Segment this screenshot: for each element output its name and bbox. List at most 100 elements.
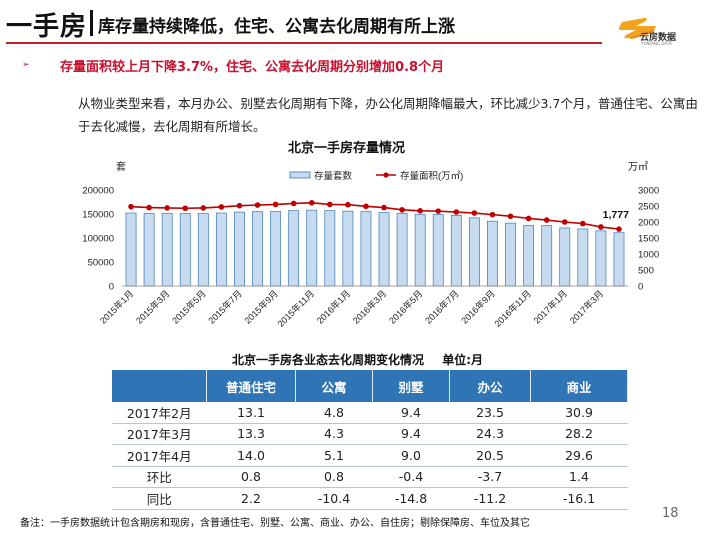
line-point [399, 207, 405, 213]
line-point [327, 201, 333, 208]
table-cell: 28.2 [530, 423, 628, 445]
x-tick-label: 2017年1月 [531, 288, 569, 326]
line-point [308, 200, 315, 206]
chart-title: 北京一手房存量情况 [288, 141, 406, 156]
right-tick-label: 1500 [638, 234, 659, 245]
table-header-cell: 办公 [449, 370, 531, 402]
logo-subtext: YUNFANG DATA [641, 41, 672, 46]
bar-stock-units [306, 209, 318, 287]
footnote: 备注：一手房数据统计包含期房和现房，含普通住宅、别墅、公寓、商业、办公、自住房；… [20, 518, 530, 529]
x-tick-label: 2015年3月 [133, 288, 171, 326]
title-divider [90, 10, 93, 36]
table-cell: 14.0 [206, 444, 296, 467]
line-point [580, 220, 586, 227]
bar-stock-units [270, 211, 282, 287]
row-label: 环比 [112, 466, 207, 488]
bar-stock-units [125, 212, 137, 287]
legend-label-line: 存量面积(万㎡) [400, 170, 463, 182]
bar-stock-units [396, 213, 408, 287]
right-tick-label: 2500 [638, 202, 659, 213]
table-cell: 13.1 [206, 402, 296, 424]
table-cell: 0.8 [295, 466, 373, 488]
bar-stock-units [215, 212, 227, 287]
page-subtitle: 库存量持续降低，住宅、公寓去化周期有所上涨 [98, 17, 455, 37]
table-cell: 2.2 [206, 487, 296, 510]
left-tick-label: 100000 [82, 234, 114, 245]
table-cell: 5.1 [295, 444, 373, 467]
left-tick-label: 0 [109, 282, 114, 293]
bar-stock-units [613, 232, 625, 287]
x-tick-label: 2016年1月 [314, 288, 352, 326]
line-point [381, 204, 387, 211]
table-cell: -10.4 [295, 487, 373, 510]
logo-icon [618, 17, 656, 39]
legend-marker-line [383, 172, 389, 178]
header-rule [6, 42, 602, 44]
left-tick-label: 200000 [82, 186, 114, 197]
last-value-label: 1,777 [603, 209, 629, 221]
bullet-arrow-icon: ➢ [22, 60, 30, 70]
table-row: 2017年2月 13.1 4.8 9.4 23.5 30.9 [112, 402, 628, 424]
line-point [272, 201, 279, 208]
x-tick-label: 2015年7月 [206, 288, 244, 326]
x-tick-label: 2016年9月 [459, 288, 497, 326]
analysis-paragraph: 从物业类型来看，本月办公、别墅去化周期有下降，办公化周期降幅最大，环比减少3.7… [78, 96, 698, 134]
x-tick-label: 2015年9月 [242, 288, 280, 326]
line-point [290, 200, 297, 207]
right-tick-label: 1000 [638, 250, 659, 261]
table-cell: -14.8 [372, 487, 450, 510]
bar-stock-units [252, 211, 263, 287]
table-cell: -0.4 [372, 466, 450, 488]
bar-stock-units [342, 210, 354, 287]
x-tick-label: 2016年11月 [492, 288, 533, 329]
table-cell: 4.8 [295, 402, 373, 424]
bar-stock-units [324, 210, 336, 287]
row-label: 2017年4月 [112, 444, 207, 467]
line-point [200, 205, 207, 211]
right-tick-label: 0 [638, 282, 643, 293]
line-point [598, 224, 604, 230]
table-row: 2017年4月 14.0 5.1 9.0 20.5 29.6 [112, 444, 628, 467]
table-row: 环比 0.8 0.8 -0.4 -3.7 1.4 [112, 466, 628, 488]
bar-stock-units [161, 212, 173, 287]
line-point [182, 205, 189, 212]
table-unit: 单位:月 [442, 353, 484, 367]
bar-stock-units [487, 220, 498, 287]
table-cell: 20.5 [449, 444, 531, 467]
line-point [128, 203, 134, 210]
table-cell: 1.4 [530, 466, 628, 488]
line-point [453, 209, 460, 215]
x-tick-label: 2016年5月 [386, 288, 424, 326]
line-point [616, 226, 622, 232]
table-cell: 9.4 [372, 423, 450, 445]
left-tick-label: 50000 [88, 258, 114, 269]
table-header-row: 普通住宅 公寓 别墅 办公 商业 [112, 370, 628, 402]
line-point [525, 215, 532, 222]
line-point [164, 205, 170, 211]
bar-stock-units [595, 230, 607, 287]
bar-stock-units [288, 210, 300, 287]
legend-swatch-bar [289, 171, 311, 179]
bar-stock-units [234, 211, 245, 287]
table-cell: 4.3 [295, 423, 373, 445]
x-tick-label: 2015年11月 [275, 288, 316, 329]
row-label: 同比 [112, 487, 207, 510]
left-axis-unit: 套 [116, 160, 126, 173]
line-point [345, 201, 351, 208]
bar-stock-units [414, 214, 426, 287]
bar-stock-units [577, 228, 589, 287]
table-cell: 0.8 [206, 466, 296, 488]
x-tick-label: 2017年3月 [567, 288, 605, 326]
table-title-text: 北京一手房各业态去化周期变化情况 [232, 353, 425, 367]
row-label: 2017年3月 [112, 423, 207, 445]
destock-table: 普通住宅 公寓 别墅 办公 商业 2017年2月 13.1 4.8 9.4 23… [112, 370, 628, 510]
table-cell: -16.1 [530, 487, 628, 510]
table-cell: 29.6 [530, 444, 628, 467]
x-tick-label: 2015年5月 [170, 288, 208, 326]
bar-stock-units [468, 217, 480, 287]
table-title: 北京一手房各业态去化周期变化情况 单位:月 [232, 351, 483, 368]
bar-stock-units [432, 214, 444, 287]
right-tick-label: 3000 [638, 186, 659, 197]
line-point [236, 202, 243, 209]
